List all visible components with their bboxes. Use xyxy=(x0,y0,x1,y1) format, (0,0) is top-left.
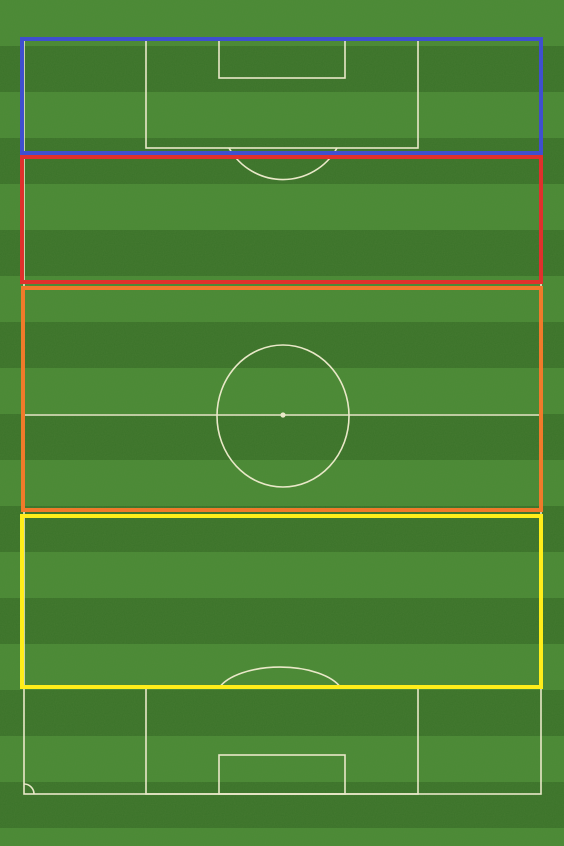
bottom-penalty-arc xyxy=(218,666,342,689)
corner-arc xyxy=(23,783,35,795)
center-circle xyxy=(216,344,350,488)
bottom-goal-area xyxy=(218,754,346,795)
zone-yellow xyxy=(20,514,543,689)
zone-blue xyxy=(20,37,543,155)
zone-orange xyxy=(21,286,543,512)
center-spot xyxy=(280,412,286,418)
top-penalty-arc xyxy=(228,147,338,181)
zone-red xyxy=(20,155,543,284)
